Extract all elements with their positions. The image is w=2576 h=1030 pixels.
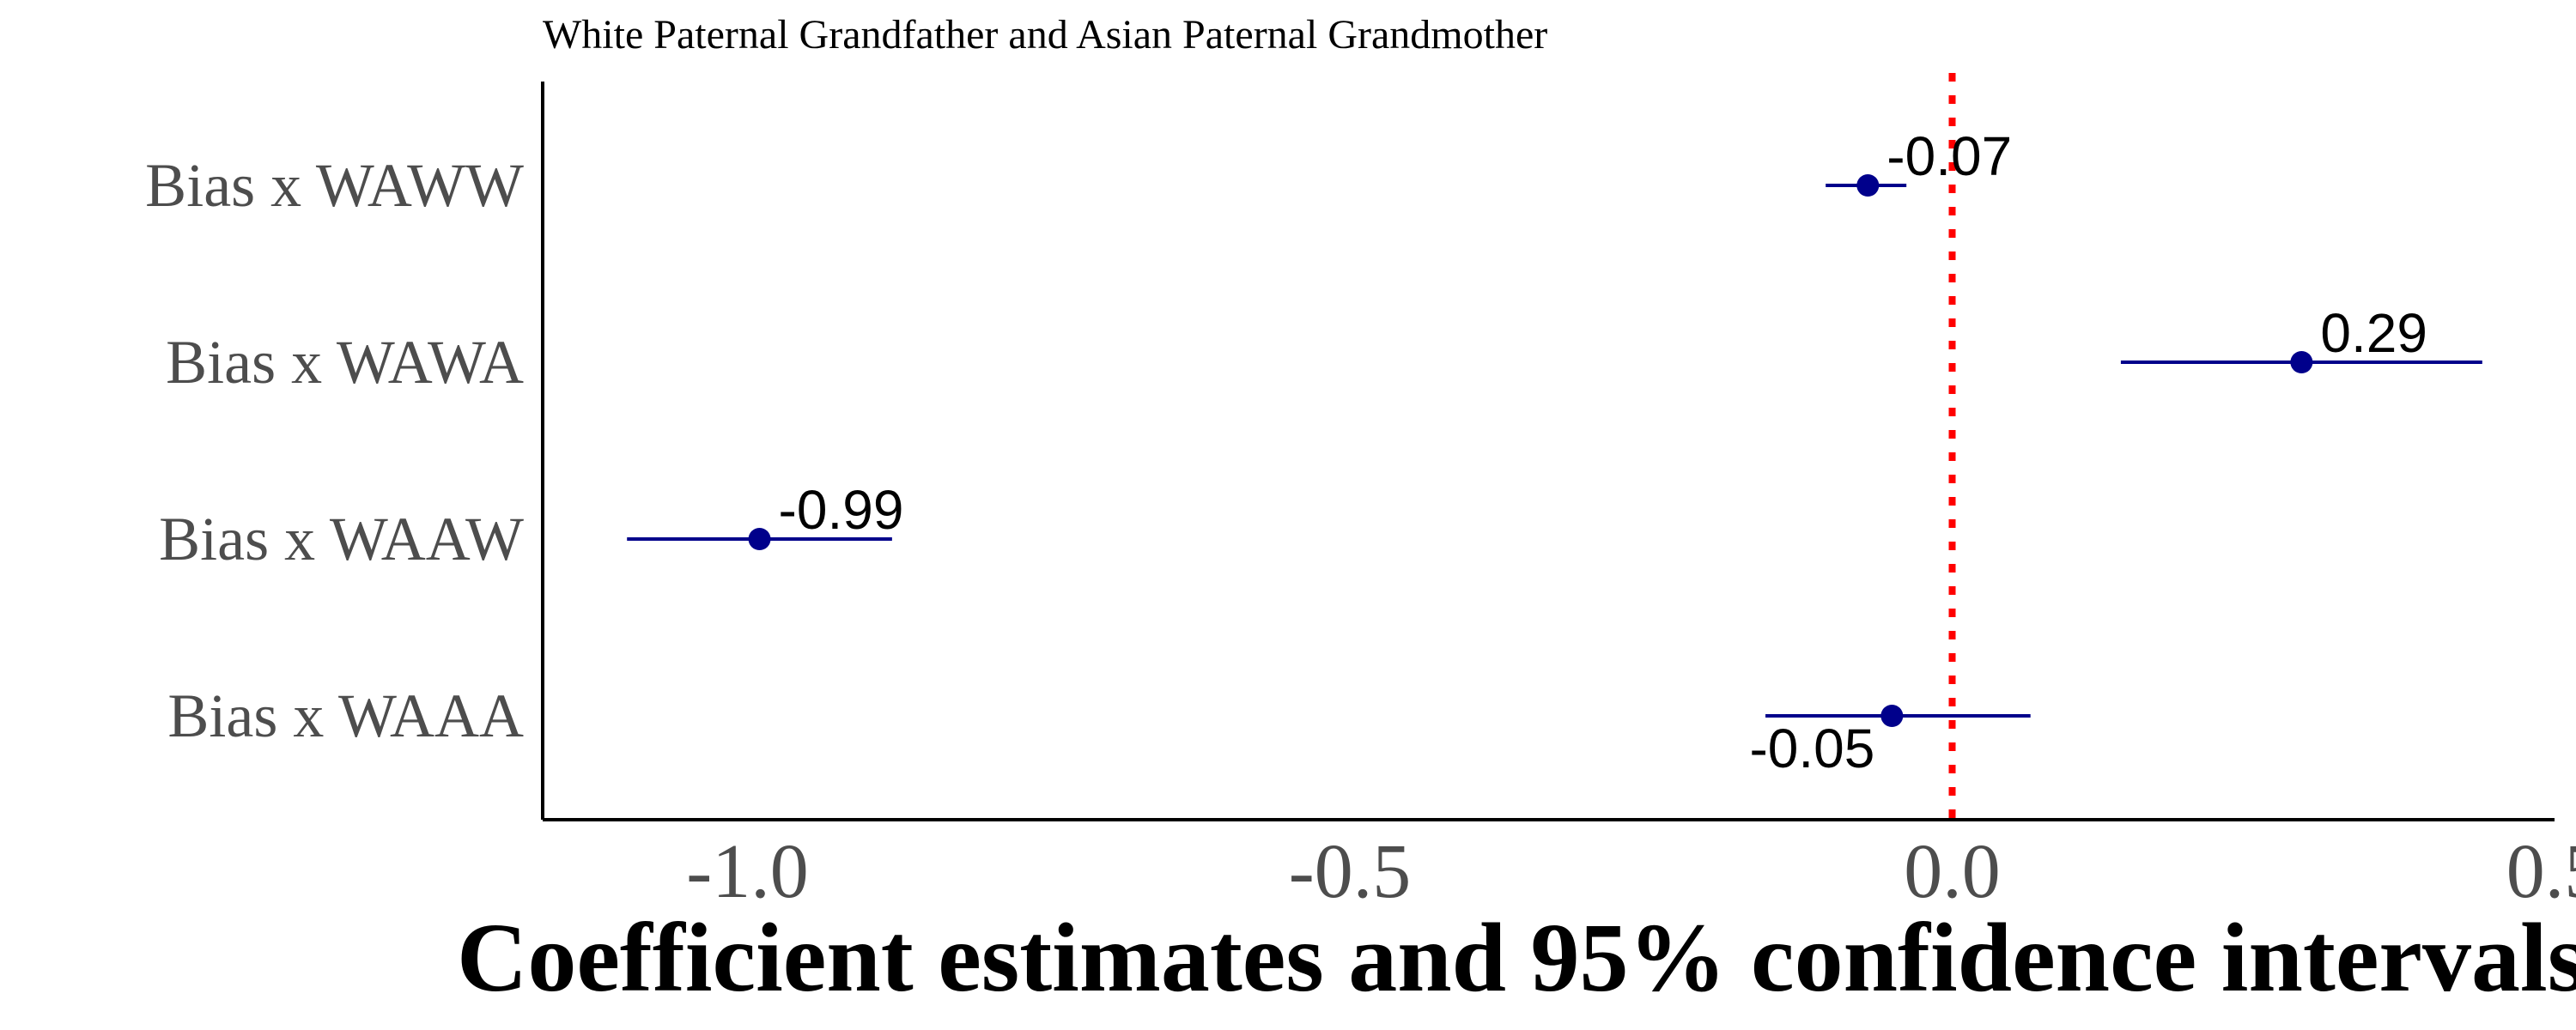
confidence-intervals bbox=[627, 184, 2482, 718]
y-tick-label: Bias x WAWW bbox=[145, 151, 524, 220]
x-tick-label: 0.0 bbox=[1904, 829, 2001, 914]
value-label: -0.99 bbox=[779, 479, 904, 541]
x-axis-title: Coefficient estimates and 95% confidence… bbox=[457, 903, 2576, 1012]
y-tick-label: Bias x WAAW bbox=[159, 505, 524, 573]
x-tick-label: -0.5 bbox=[1289, 829, 1411, 914]
estimate-point bbox=[748, 528, 771, 550]
value-label: -0.05 bbox=[1749, 718, 1874, 779]
x-tick-labels: -1.0 -0.5 0.0 0.5 bbox=[686, 829, 2576, 914]
estimate-point bbox=[1856, 174, 1880, 197]
estimate-point bbox=[2290, 351, 2313, 373]
chart-title: White Paternal Grandfather and Asian Pat… bbox=[543, 12, 1547, 58]
y-tick-labels: Bias x WAWW Bias x WAWA Bias x WAAW Bias x … bbox=[145, 151, 524, 750]
y-tick-label: Bias x WAAA bbox=[167, 682, 524, 750]
y-tick-label: Bias x WAWA bbox=[166, 328, 524, 397]
value-label: 0.29 bbox=[2320, 302, 2427, 364]
estimate-point bbox=[1880, 705, 1904, 727]
x-tick-label: -1.0 bbox=[686, 829, 808, 914]
estimate-points bbox=[748, 174, 2313, 727]
value-labels: -0.07 0.29 -0.99 -0.05 bbox=[779, 125, 2427, 779]
x-tick-label: 0.5 bbox=[2506, 829, 2576, 914]
value-label: -0.07 bbox=[1886, 125, 2012, 187]
